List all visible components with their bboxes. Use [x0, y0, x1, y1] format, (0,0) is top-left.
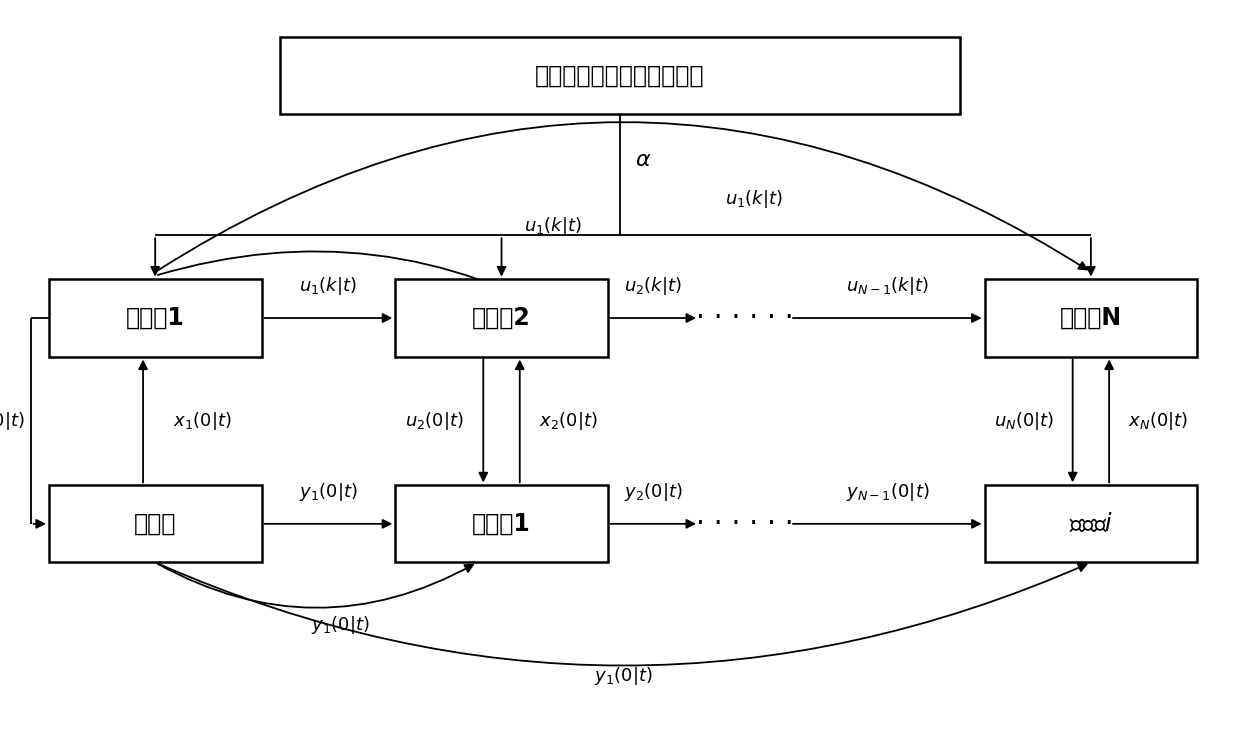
Text: $\alpha$: $\alpha$ — [635, 150, 651, 170]
Text: 控制器1: 控制器1 — [125, 306, 185, 330]
Text: 跟随车$i$: 跟随车$i$ — [1069, 512, 1114, 536]
Bar — [985, 485, 1197, 562]
Text: $u_2(k|t)$: $u_2(k|t)$ — [625, 275, 682, 298]
Text: 领航车: 领航车 — [134, 512, 176, 536]
Text: $u_1(k|t)$: $u_1(k|t)$ — [299, 275, 357, 298]
Text: $y_{N-1}(0|t)$: $y_{N-1}(0|t)$ — [846, 482, 929, 503]
Text: $y_1(0|t)$: $y_1(0|t)$ — [594, 665, 652, 687]
Text: $u_1(0|t)$: $u_1(0|t)$ — [0, 410, 25, 432]
Bar — [985, 280, 1197, 357]
Text: $x_1(0|t)$: $x_1(0|t)$ — [174, 410, 232, 432]
Bar — [48, 280, 262, 357]
Text: 控制器2: 控制器2 — [472, 306, 531, 330]
Text: · · · · · ·: · · · · · · — [697, 304, 794, 332]
Text: $u_2(0|t)$: $u_2(0|t)$ — [405, 410, 464, 432]
Text: $y_2(0|t)$: $y_2(0|t)$ — [624, 482, 683, 503]
Text: $u_1(k|t)$: $u_1(k|t)$ — [525, 214, 582, 237]
Text: $x_2(0|t)$: $x_2(0|t)$ — [539, 410, 598, 432]
Bar — [280, 37, 960, 114]
Text: 控制器N: 控制器N — [1060, 306, 1122, 330]
Text: $u_N(0|t)$: $u_N(0|t)$ — [994, 410, 1054, 432]
Text: · · · · · ·: · · · · · · — [697, 510, 794, 538]
Text: $y_1(0|t)$: $y_1(0|t)$ — [311, 614, 370, 636]
Text: $x_N(0|t)$: $x_N(0|t)$ — [1127, 410, 1188, 432]
Text: $u_{N-1}(k|t)$: $u_{N-1}(k|t)$ — [846, 275, 929, 298]
Text: 跟随车1: 跟随车1 — [472, 512, 531, 536]
Bar — [48, 485, 262, 562]
Text: 外界环境（道路坡度信息）: 外界环境（道路坡度信息） — [536, 64, 704, 88]
Bar — [396, 485, 608, 562]
Bar — [396, 280, 608, 357]
Text: $y_1(0|t)$: $y_1(0|t)$ — [299, 482, 357, 503]
Text: $u_1(k|t)$: $u_1(k|t)$ — [724, 188, 782, 209]
